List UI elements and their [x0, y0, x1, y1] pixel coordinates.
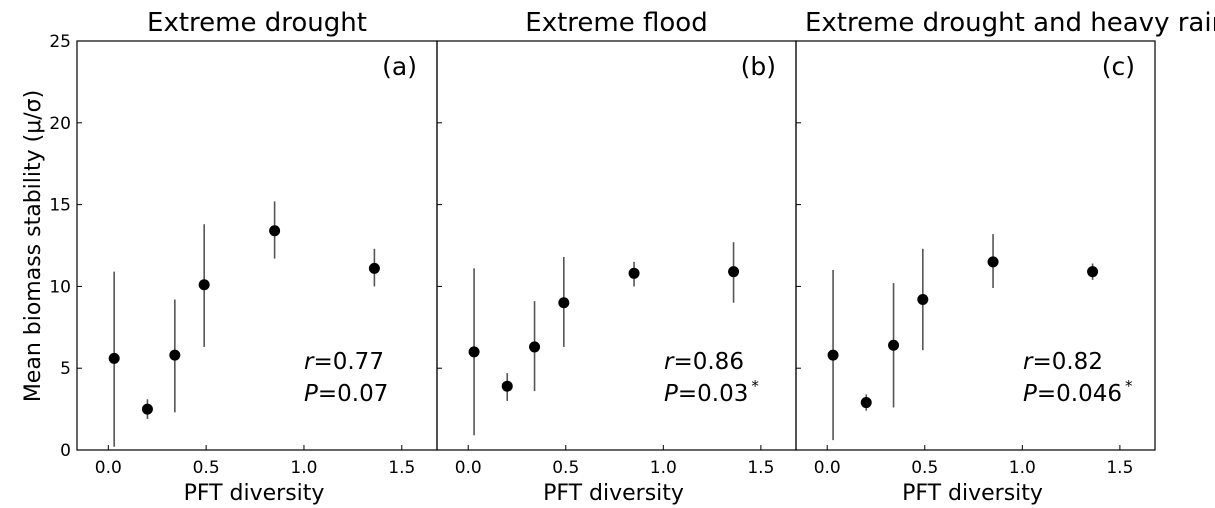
- data-point: [469, 346, 480, 357]
- data-point: [109, 353, 120, 364]
- panel-letter: (b): [741, 52, 776, 81]
- data-point: [502, 381, 513, 392]
- x-tick-label: 1.0: [1009, 458, 1036, 478]
- x-tick-label: 0.5: [552, 458, 579, 478]
- panel-3: 0.0 0.5 1.0 1.5 PFT diversity Extreme drought…: [796, 8, 1215, 506]
- panel-1: 0 5 10 15 20 25 0.0 0.5 1.0 1.5 PFT diversity Extre…: [49, 8, 437, 506]
- panel-letter: (a): [382, 52, 417, 81]
- data-point: [629, 268, 640, 279]
- x-tick-label: 0.5: [193, 458, 220, 478]
- data-point: [917, 294, 928, 305]
- x-tick-label: 1.5: [388, 458, 415, 478]
- x-tick-label: 1.5: [1106, 458, 1133, 478]
- x-tick-label: 0.0: [455, 458, 482, 478]
- panel-letter: (c): [1102, 52, 1135, 81]
- stat-r: r=0.86: [664, 349, 744, 375]
- stat-p: P=0.07: [304, 381, 388, 407]
- panels: 0 5 10 15 20 25 0.0 0.5 1.0 1.5 PFT diversity Extre…: [49, 8, 1215, 506]
- stat-r: r=0.77: [304, 349, 384, 375]
- x-axis-label: PFT diversity: [902, 481, 1043, 506]
- panel-title: Extreme flood: [525, 8, 707, 38]
- data-point: [269, 225, 280, 236]
- panel-title: Extreme drought: [147, 8, 367, 38]
- stat-r: r=0.82: [1023, 349, 1103, 375]
- x-tick-label: 0.0: [814, 458, 841, 478]
- panel-title: Extreme drought and heavy rain: [805, 8, 1215, 38]
- y-tick-label: 15: [49, 196, 71, 216]
- data-point: [558, 297, 569, 308]
- data-point: [888, 340, 899, 351]
- stat-p: P=0.046 *: [1023, 377, 1133, 407]
- panel-2: 0.0 0.5 1.0 1.5 PFT diversity Extreme flood (b…: [437, 8, 796, 506]
- x-axis-label: PFT diversity: [543, 481, 684, 506]
- x-tick-label: 1.0: [290, 458, 317, 478]
- stat-p: P=0.03 *: [664, 377, 759, 407]
- x-tick-label: 1.0: [650, 458, 677, 478]
- x-tick-label: 0.0: [95, 458, 122, 478]
- x-axis-label: PFT diversity: [184, 481, 325, 506]
- data-point: [529, 341, 540, 352]
- y-tick-label: 20: [49, 114, 71, 134]
- data-point: [199, 279, 210, 290]
- x-tick-label: 1.5: [747, 458, 774, 478]
- y-tick-label: 25: [49, 32, 71, 52]
- data-point: [988, 256, 999, 267]
- y-tick-label: 10: [49, 277, 71, 297]
- data-point: [728, 266, 739, 277]
- data-point: [1087, 266, 1098, 277]
- y-axis-label: Mean biomass stability (μ/σ): [21, 90, 46, 402]
- y-tick-label: 5: [60, 359, 71, 379]
- y-tick-label: 0: [60, 441, 71, 461]
- data-point: [169, 350, 180, 361]
- data-point: [142, 404, 153, 415]
- data-point: [828, 350, 839, 361]
- data-point: [861, 397, 872, 408]
- x-tick-label: 0.5: [911, 458, 938, 478]
- data-point: [369, 263, 380, 274]
